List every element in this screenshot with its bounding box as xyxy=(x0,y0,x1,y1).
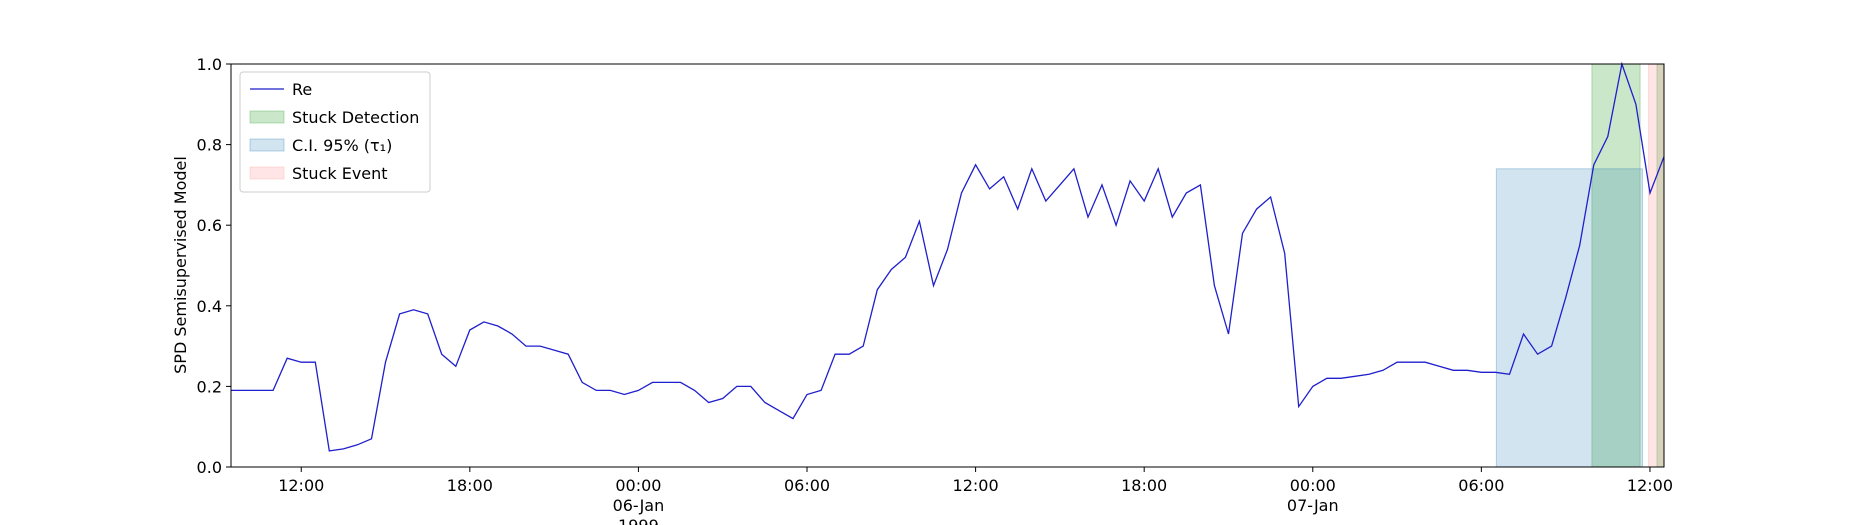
legend-label: Stuck Detection xyxy=(292,108,419,127)
legend-label: C.I. 95% (τ₁) xyxy=(292,136,392,155)
legend-label: Re xyxy=(292,80,312,99)
span-region xyxy=(1648,63,1665,468)
legend: Re Stuck Detection C.I. 95% (τ₁) Stuck Even… xyxy=(239,71,431,193)
legend-swatch xyxy=(249,110,285,124)
legend-label: Stuck Event xyxy=(292,164,388,183)
y-tick-label: 0.8 xyxy=(197,136,222,155)
x-tick-label: 18:00 xyxy=(447,476,493,495)
y-tick-label: 0.6 xyxy=(197,216,222,235)
legend-swatch xyxy=(249,166,285,180)
y-tick-label: 1.0 xyxy=(197,55,222,74)
y-tick-label: 0.2 xyxy=(197,377,222,396)
span-region xyxy=(1591,63,1641,468)
x-tick-label: 12:00 xyxy=(953,476,999,495)
x-tick-label: 06:00 xyxy=(784,476,830,495)
data-line xyxy=(231,61,1665,452)
x-tick-label: 00:00 07-Jan xyxy=(1287,476,1339,515)
x-tick-label: 06:00 xyxy=(1458,476,1504,495)
y-tick-label: 0.0 xyxy=(197,458,222,477)
legend-swatch xyxy=(249,138,285,152)
x-tick-label: 18:00 xyxy=(1121,476,1167,495)
y-axis-label: SPD Semisupervised Model xyxy=(171,156,190,374)
x-tick-label: 12:00 xyxy=(278,476,324,495)
y-tick-label: 0.4 xyxy=(197,297,222,316)
span-region xyxy=(1495,168,1643,468)
legend-box xyxy=(239,71,431,193)
plot-frame xyxy=(230,63,1665,468)
x-tick-label: 12:00 xyxy=(1627,476,1673,495)
